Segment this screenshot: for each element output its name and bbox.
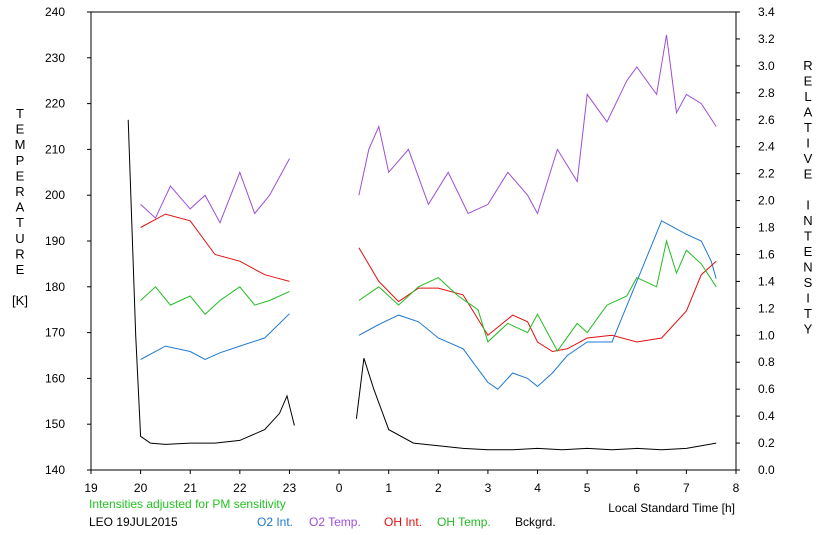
ticks-layer: 19 20 21 22 23 0 1 2 3 4 5 6 7 8140150160170180190200… [45, 5, 775, 495]
x-tick-label: 8 [733, 481, 740, 495]
series-layer [127, 34, 717, 451]
x-tick-label: 23 [283, 481, 297, 495]
legend-oh-int: OH Int. [384, 515, 422, 529]
y-right-tick-label: 2.2 [758, 167, 775, 181]
x-tick-label: 3 [485, 481, 492, 495]
y-right-tick-label: 0.8 [758, 355, 775, 369]
note-text: Intensities adjusted for PM sensitivity [89, 497, 286, 511]
y-left-tick-label: 240 [45, 5, 65, 19]
station-date: LEO 19JUL2015 [89, 515, 178, 529]
right-axis-label-char: I [806, 136, 810, 151]
y-left-tick-label: 180 [45, 280, 65, 294]
y-right-tick-label: 1.2 [758, 301, 775, 315]
left-axis-label-char: R [15, 246, 24, 261]
right-axis-label-char: A [804, 105, 813, 120]
series-line-bckgrd [127, 119, 295, 445]
x-tick-label: 4 [534, 481, 541, 495]
series-line-o2-temp [358, 34, 717, 215]
right-axis-label-char: R [803, 58, 812, 73]
series-line-o2-int [140, 313, 290, 361]
y-right-tick-label: 0.4 [758, 409, 775, 423]
y-right-tick-label: 2.8 [758, 86, 775, 100]
right-axis-label-char: E [804, 167, 813, 182]
right-axis-label-char: T [804, 120, 812, 135]
series-line-bckgrd [355, 358, 717, 451]
y-right-tick-label: 0.6 [758, 382, 775, 396]
x-tick-label: 0 [336, 481, 343, 495]
left-axis-label-char: P [16, 153, 25, 168]
right-axis-label-char: E [804, 74, 813, 89]
left-axis-label-char: T [16, 106, 24, 121]
series-line-oh-int [140, 213, 290, 282]
y-right-tick-label: 1.0 [758, 328, 775, 342]
y-left-tick-label: 210 [45, 142, 65, 156]
y-left-tick-label: 150 [45, 417, 65, 431]
left-axis-label-char: T [16, 215, 24, 230]
y-right-tick-label: 3.2 [758, 32, 775, 46]
x-tick-label: 22 [233, 481, 247, 495]
x-tick-label: 6 [633, 481, 640, 495]
left-axis-label-char: [K] [12, 293, 28, 308]
legend-oh-temp: OH Temp. [437, 515, 491, 529]
legend-o2-temp: O2 Temp. [309, 515, 361, 529]
right-axis-label-char: V [804, 151, 813, 166]
right-axis-label-char: E [804, 244, 813, 259]
y-right-tick-label: 2.6 [758, 113, 775, 127]
left-axis-label-char: A [16, 200, 25, 215]
series-line-oh-temp [140, 286, 290, 316]
x-tick-label: 2 [435, 481, 442, 495]
right-axis-label-char: S [804, 275, 813, 290]
series-line-oh-temp [358, 239, 717, 352]
left-axis-label-char: R [15, 184, 24, 199]
right-axis-label-char: N [803, 213, 812, 228]
left-axis-label-char: E [16, 122, 25, 137]
right-axis-label-char: Y [804, 322, 813, 337]
right-axis-label-char: I [806, 291, 810, 306]
right-axis-label-char: L [804, 89, 811, 104]
x-tick-label: 1 [385, 481, 392, 495]
legend-o2-int: O2 Int. [257, 515, 293, 529]
y-right-tick-label: 2.0 [758, 194, 775, 208]
y-right-tick-label: 2.4 [758, 140, 775, 154]
x-tick-label: 21 [184, 481, 198, 495]
series-line-o2-temp [140, 158, 290, 224]
right-axis-label-char: T [804, 306, 812, 321]
x-tick-label: 5 [584, 481, 591, 495]
y-right-tick-label: 0.0 [758, 463, 775, 477]
series-line-o2-int [358, 220, 717, 390]
x-axis-label: Local Standard Time [h] [608, 501, 735, 515]
y-left-tick-label: 190 [45, 234, 65, 248]
left-axis-label-char: E [16, 168, 25, 183]
y-right-tick-label: 0.2 [758, 436, 775, 450]
y-left-tick-label: 220 [45, 97, 65, 111]
y-left-tick-label: 230 [45, 51, 65, 65]
right-axis-label-char: N [803, 260, 812, 275]
y-left-tick-label: 200 [45, 188, 65, 202]
y-right-tick-label: 1.8 [758, 221, 775, 235]
y-left-tick-label: 170 [45, 326, 65, 340]
legend-bckgrd: Bckgrd. [515, 515, 556, 529]
plot-frame [90, 11, 737, 471]
left-axis-label-char: M [15, 137, 26, 152]
y-right-tick-label: 3.4 [758, 5, 775, 19]
x-tick-label: 7 [683, 481, 690, 495]
y-left-tick-label: 160 [45, 371, 65, 385]
y-left-tick-label: 140 [45, 463, 65, 477]
right-axis-label-char: I [806, 198, 810, 213]
y-right-tick-label: 1.4 [758, 274, 775, 288]
x-tick-label: 20 [134, 481, 148, 495]
series-line-oh-int [358, 247, 717, 353]
left-axis-label-char: E [16, 262, 25, 277]
y-right-tick-label: 3.0 [758, 59, 775, 73]
right-axis-label-char: T [804, 229, 812, 244]
x-tick-label: 19 [84, 481, 98, 495]
left-axis-label-char: U [15, 231, 24, 246]
y-right-tick-label: 1.6 [758, 247, 775, 261]
